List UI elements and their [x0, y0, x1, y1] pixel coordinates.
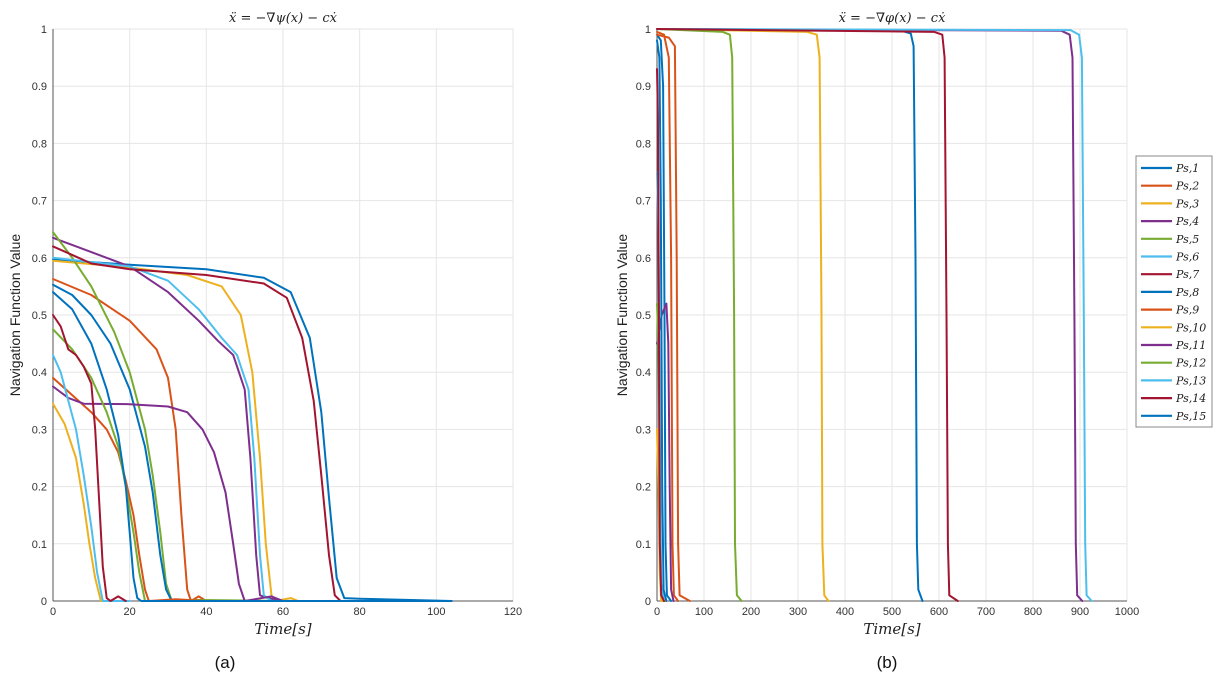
y-tick-label: 0 — [41, 596, 47, 608]
x-tick-label: 20 — [124, 606, 136, 618]
legend: Ps,1 Ps,2 Ps,3 Ps,4 Ps,5 Ps,6 Ps,7 Ps,8 Ps,9 Ps,1… — [1135, 155, 1213, 428]
x-tick-label: 0 — [654, 606, 660, 618]
y-tick-label: 0.7 — [32, 196, 47, 208]
y-axis-label: Navigation Function Value — [614, 234, 630, 397]
x-tick-label: 500 — [883, 606, 901, 618]
legend-entry: Ps,11 — [1175, 339, 1206, 352]
y-tick-label: 0.5 — [32, 310, 47, 322]
x-tick-label: 400 — [836, 606, 854, 618]
series-line-4 — [656, 28, 1084, 602]
y-tick-label: 1 — [645, 24, 651, 36]
chart-title: ẍ = −∇ψ(x) − cẋ — [229, 11, 338, 26]
series-line-14 — [656, 68, 665, 602]
legend-entry: Ps,13 — [1175, 374, 1206, 387]
series-line-7 — [656, 28, 959, 602]
series-line-15 — [656, 39, 668, 602]
panel-label: (a) — [215, 653, 236, 672]
y-tick-label: 0 — [645, 596, 651, 608]
x-tick-label: 40 — [200, 606, 212, 618]
x-axis-label: Time[s] — [863, 620, 920, 638]
y-tick-label: 0.6 — [636, 253, 651, 265]
y-tick-label: 0.2 — [636, 482, 651, 494]
y-tick-label: 0.6 — [32, 253, 47, 265]
legend-entry: Ps,2 — [1175, 180, 1199, 193]
x-tick-label: 60 — [277, 606, 289, 618]
series-line-15 — [52, 291, 453, 602]
x-tick-label: 80 — [354, 606, 366, 618]
y-tick-label: 0.2 — [32, 482, 47, 494]
y-tick-label: 0.1 — [636, 539, 651, 551]
legend-entry: Ps,7 — [1175, 268, 1199, 281]
y-tick-label: 0.8 — [32, 138, 47, 150]
legend-entry: Ps,15 — [1175, 410, 1206, 423]
y-tick-label: 0.4 — [32, 367, 47, 379]
series-line-14 — [52, 314, 127, 602]
y-tick-label: 0.5 — [636, 310, 651, 322]
series-line-1 — [52, 258, 453, 602]
series-line-8 — [656, 33, 673, 602]
legend-entry: Ps,8 — [1175, 286, 1199, 299]
legend-entry: Ps,6 — [1175, 251, 1199, 264]
y-tick-label: 0.8 — [636, 138, 651, 150]
y-tick-label: 0.1 — [32, 539, 47, 551]
x-tick-label: 1000 — [1115, 606, 1139, 618]
series-line-13 — [52, 354, 131, 602]
x-tick-label: 200 — [742, 606, 760, 618]
legend-entry: Ps,10 — [1175, 321, 1206, 334]
x-axis-label: Time[s] — [254, 620, 311, 638]
x-tick-label: 900 — [1071, 606, 1089, 618]
chart-panel-1: 0 20 40 60 80 100 120 0 0.1 0.2 0.3 0.4 0.5 0.6 0.7 0.8… — [7, 11, 522, 672]
y-tick-label: 0.7 — [636, 196, 651, 208]
x-tick-label: 0 — [50, 606, 56, 618]
legend-entry: Ps,9 — [1175, 304, 1199, 317]
series-line-11 — [52, 385, 284, 602]
y-tick-label: 0.9 — [32, 81, 47, 93]
legend-entry: Ps,12 — [1175, 357, 1206, 370]
y-tick-label: 1 — [41, 24, 47, 36]
legend-entry: Ps,3 — [1175, 197, 1199, 210]
series-line-10 — [52, 402, 112, 602]
x-tick-label: 700 — [977, 606, 995, 618]
legend-entry: Ps,4 — [1175, 215, 1199, 228]
y-axis-label: Navigation Function Value — [7, 234, 23, 397]
series-line-2 — [656, 30, 680, 602]
x-tick-label: 300 — [789, 606, 807, 618]
chart-panel-2: 0 100 200 300 400 500 600 700 800 900 1000 0 0.1 0.2 0… — [614, 11, 1213, 672]
series-line-9 — [656, 33, 691, 602]
legend-entry: Ps,14 — [1175, 392, 1206, 405]
series-line-8 — [52, 283, 173, 602]
x-tick-label: 600 — [930, 606, 948, 618]
series-line-6 — [656, 28, 1093, 602]
y-tick-label: 0.3 — [32, 424, 47, 436]
x-tick-label: 120 — [504, 606, 522, 618]
y-tick-label: 0.9 — [636, 81, 651, 93]
series-line-7 — [52, 245, 361, 602]
series-line-6 — [52, 256, 361, 602]
x-tick-label: 100 — [427, 606, 445, 618]
legend-entry: Ps,5 — [1175, 233, 1199, 246]
y-tick-label: 0.3 — [636, 424, 651, 436]
series-line-5 — [656, 28, 743, 602]
x-tick-label: 800 — [1024, 606, 1042, 618]
chart-title: ẍ = −∇φ(x) − cẋ — [839, 11, 946, 26]
x-tick-label: 100 — [695, 606, 713, 618]
legend-entry: Ps,1 — [1175, 162, 1199, 175]
panel-label: (b) — [877, 653, 898, 672]
y-tick-label: 0.4 — [636, 367, 651, 379]
series-line-3 — [656, 28, 830, 602]
